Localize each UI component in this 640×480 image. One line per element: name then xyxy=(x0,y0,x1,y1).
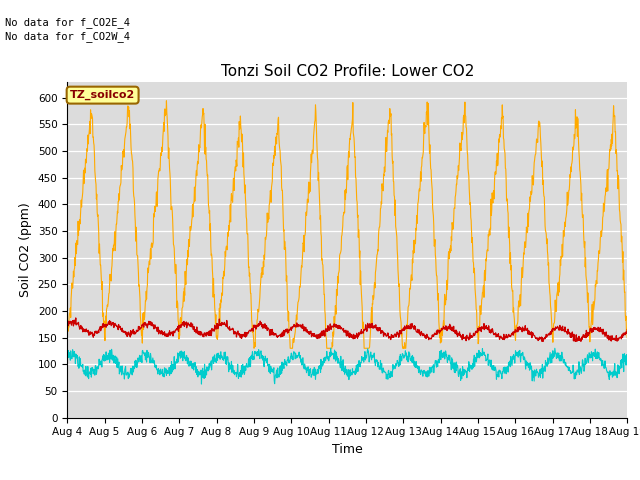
Open -8cm xyxy=(557,324,565,330)
Open -8cm xyxy=(188,323,196,329)
Tree -8cm xyxy=(435,319,443,324)
Tree -8cm xyxy=(188,215,196,221)
Tree -8cm xyxy=(175,319,182,325)
Tree -8cm xyxy=(508,287,516,292)
Tree2 -8cm xyxy=(327,346,335,351)
Tree2 -8cm xyxy=(188,365,196,371)
Y-axis label: Soil CO2 (ppm): Soil CO2 (ppm) xyxy=(19,202,32,297)
Tree2 -8cm xyxy=(623,354,631,360)
Tree -8cm xyxy=(557,255,565,261)
Text: No data for f_CO2E_4: No data for f_CO2E_4 xyxy=(5,17,130,28)
Tree2 -8cm xyxy=(198,381,205,387)
Tree -8cm xyxy=(252,344,259,349)
Tree2 -8cm xyxy=(174,359,182,365)
Line: Tree -8cm: Tree -8cm xyxy=(67,101,627,348)
Open -8cm xyxy=(251,324,259,330)
Open -8cm xyxy=(435,329,442,335)
Open -8cm xyxy=(175,329,182,335)
Open -8cm xyxy=(508,331,515,336)
Tree -8cm xyxy=(250,346,258,351)
X-axis label: Time: Time xyxy=(332,443,363,456)
Tree -8cm xyxy=(623,335,631,340)
Tree -8cm xyxy=(163,98,170,104)
Text: TZ_soilco2: TZ_soilco2 xyxy=(70,90,135,100)
Tree -8cm xyxy=(63,329,71,335)
Title: Tonzi Soil CO2 Profile: Lower CO2: Tonzi Soil CO2 Profile: Lower CO2 xyxy=(221,64,474,79)
Tree2 -8cm xyxy=(63,347,71,352)
Open -8cm xyxy=(538,338,546,344)
Tree2 -8cm xyxy=(435,357,443,362)
Open -8cm xyxy=(72,315,79,321)
Tree2 -8cm xyxy=(508,362,516,368)
Open -8cm xyxy=(63,323,71,329)
Open -8cm xyxy=(623,327,631,333)
Text: No data for f_CO2W_4: No data for f_CO2W_4 xyxy=(5,31,130,42)
Tree2 -8cm xyxy=(251,348,259,354)
Line: Tree2 -8cm: Tree2 -8cm xyxy=(67,348,627,384)
Tree2 -8cm xyxy=(557,358,565,364)
Line: Open -8cm: Open -8cm xyxy=(67,318,627,341)
